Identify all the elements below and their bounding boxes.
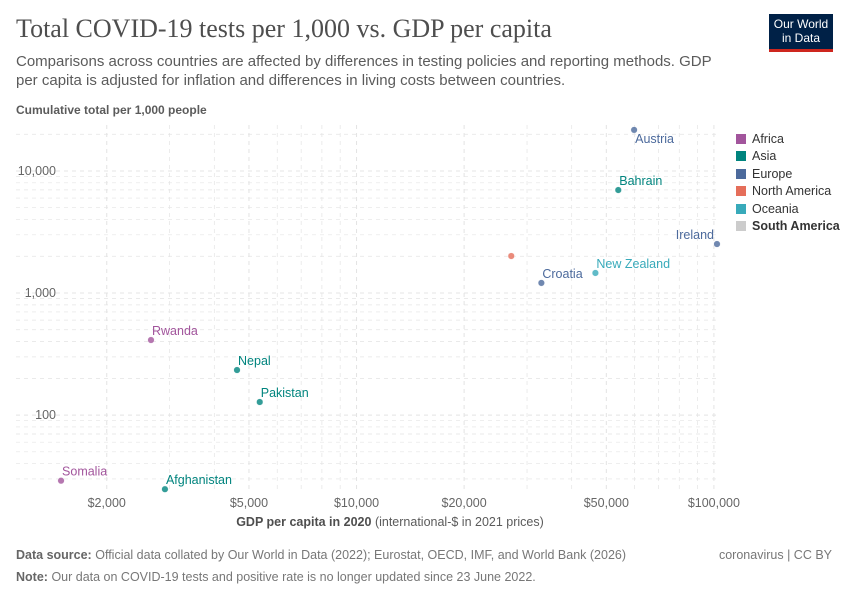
source-label: Data source: (16, 548, 92, 562)
legend-label: Oceania (752, 201, 799, 216)
license[interactable]: coronavirus | CC BY (718, 548, 832, 562)
note-label: Note: (16, 570, 48, 584)
data-point (713, 240, 721, 248)
data-point (161, 485, 169, 493)
legend-item[interactable]: Asia (736, 148, 840, 166)
point-label: Croatia (542, 267, 582, 281)
point-label: Nepal (238, 354, 271, 368)
note-text: Our data on COVID-19 tests and positive … (51, 570, 536, 584)
y-tick-label: 10,000 (18, 164, 56, 178)
chart-title: Total COVID-19 tests per 1,000 vs. GDP p… (16, 14, 552, 43)
y-tick-label: 100 (35, 408, 56, 422)
point-label: Afghanistan (166, 473, 232, 487)
data-point (57, 477, 65, 485)
y-tick-label: 1,000 (25, 286, 56, 300)
legend-label: Africa (752, 131, 784, 146)
chart-subtitle: Comparisons across countries are affecte… (16, 53, 712, 89)
data-point (630, 126, 638, 134)
x-axis-title: GDP per capita in 2020 (international-$ … (0, 515, 780, 529)
legend-item[interactable]: Europe (736, 165, 840, 183)
point-label: Pakistan (261, 386, 309, 400)
point-label: New Zealand (596, 257, 670, 271)
legend-item[interactable]: Africa (736, 130, 840, 148)
source-text: Official data collated by Our World in D… (95, 548, 627, 562)
data-point (614, 186, 622, 194)
legend-item[interactable]: North America (736, 183, 840, 201)
legend-item[interactable]: Oceania (736, 200, 840, 218)
point-label: Somalia (62, 465, 107, 479)
x-tick-label: $10,000 (334, 496, 379, 510)
x-tick-label: $2,000 (88, 496, 126, 510)
legend: Africa Asia Europe North America Oceania Sout… (736, 130, 840, 235)
x-axis-title-units: (international-$ in 2021 prices) (374, 515, 544, 529)
legend-swatch (736, 133, 746, 144)
legend-swatch (736, 221, 746, 232)
x-tick-label: $20,000 (442, 496, 487, 510)
legend-label: Asia (752, 149, 777, 164)
data-point (233, 366, 241, 374)
x-tick-label: $100,000 (688, 496, 740, 510)
point-label: Austria (635, 132, 674, 146)
legend-item[interactable]: South America (736, 218, 840, 236)
data-point (147, 336, 155, 344)
owid-logo[interactable]: Our World in Data (769, 14, 833, 52)
point-label: Rwanda (152, 324, 198, 338)
legend-swatch (736, 151, 746, 162)
data-point (507, 252, 515, 260)
x-tick-label: $5,000 (230, 496, 268, 510)
point-label: Ireland (676, 228, 714, 242)
data-point (537, 279, 545, 287)
data-source: Data source: Official data collated by O… (16, 548, 626, 562)
legend-label: North America (752, 184, 832, 199)
x-axis-title-bold: GDP per capita in 2020 (236, 515, 372, 529)
data-point (591, 269, 599, 277)
legend-swatch (736, 168, 746, 179)
legend-swatch (736, 186, 746, 197)
x-tick-label: $50,000 (584, 496, 629, 510)
legend-swatch (736, 203, 746, 214)
data-point (256, 398, 264, 406)
y-axis-title: Cumulative total per 1,000 people (16, 103, 207, 117)
point-label: Bahrain (619, 174, 662, 188)
legend-label: South America (752, 219, 840, 234)
legend-label: Europe (752, 166, 793, 181)
note: Note: Our data on COVID-19 tests and pos… (16, 570, 536, 584)
